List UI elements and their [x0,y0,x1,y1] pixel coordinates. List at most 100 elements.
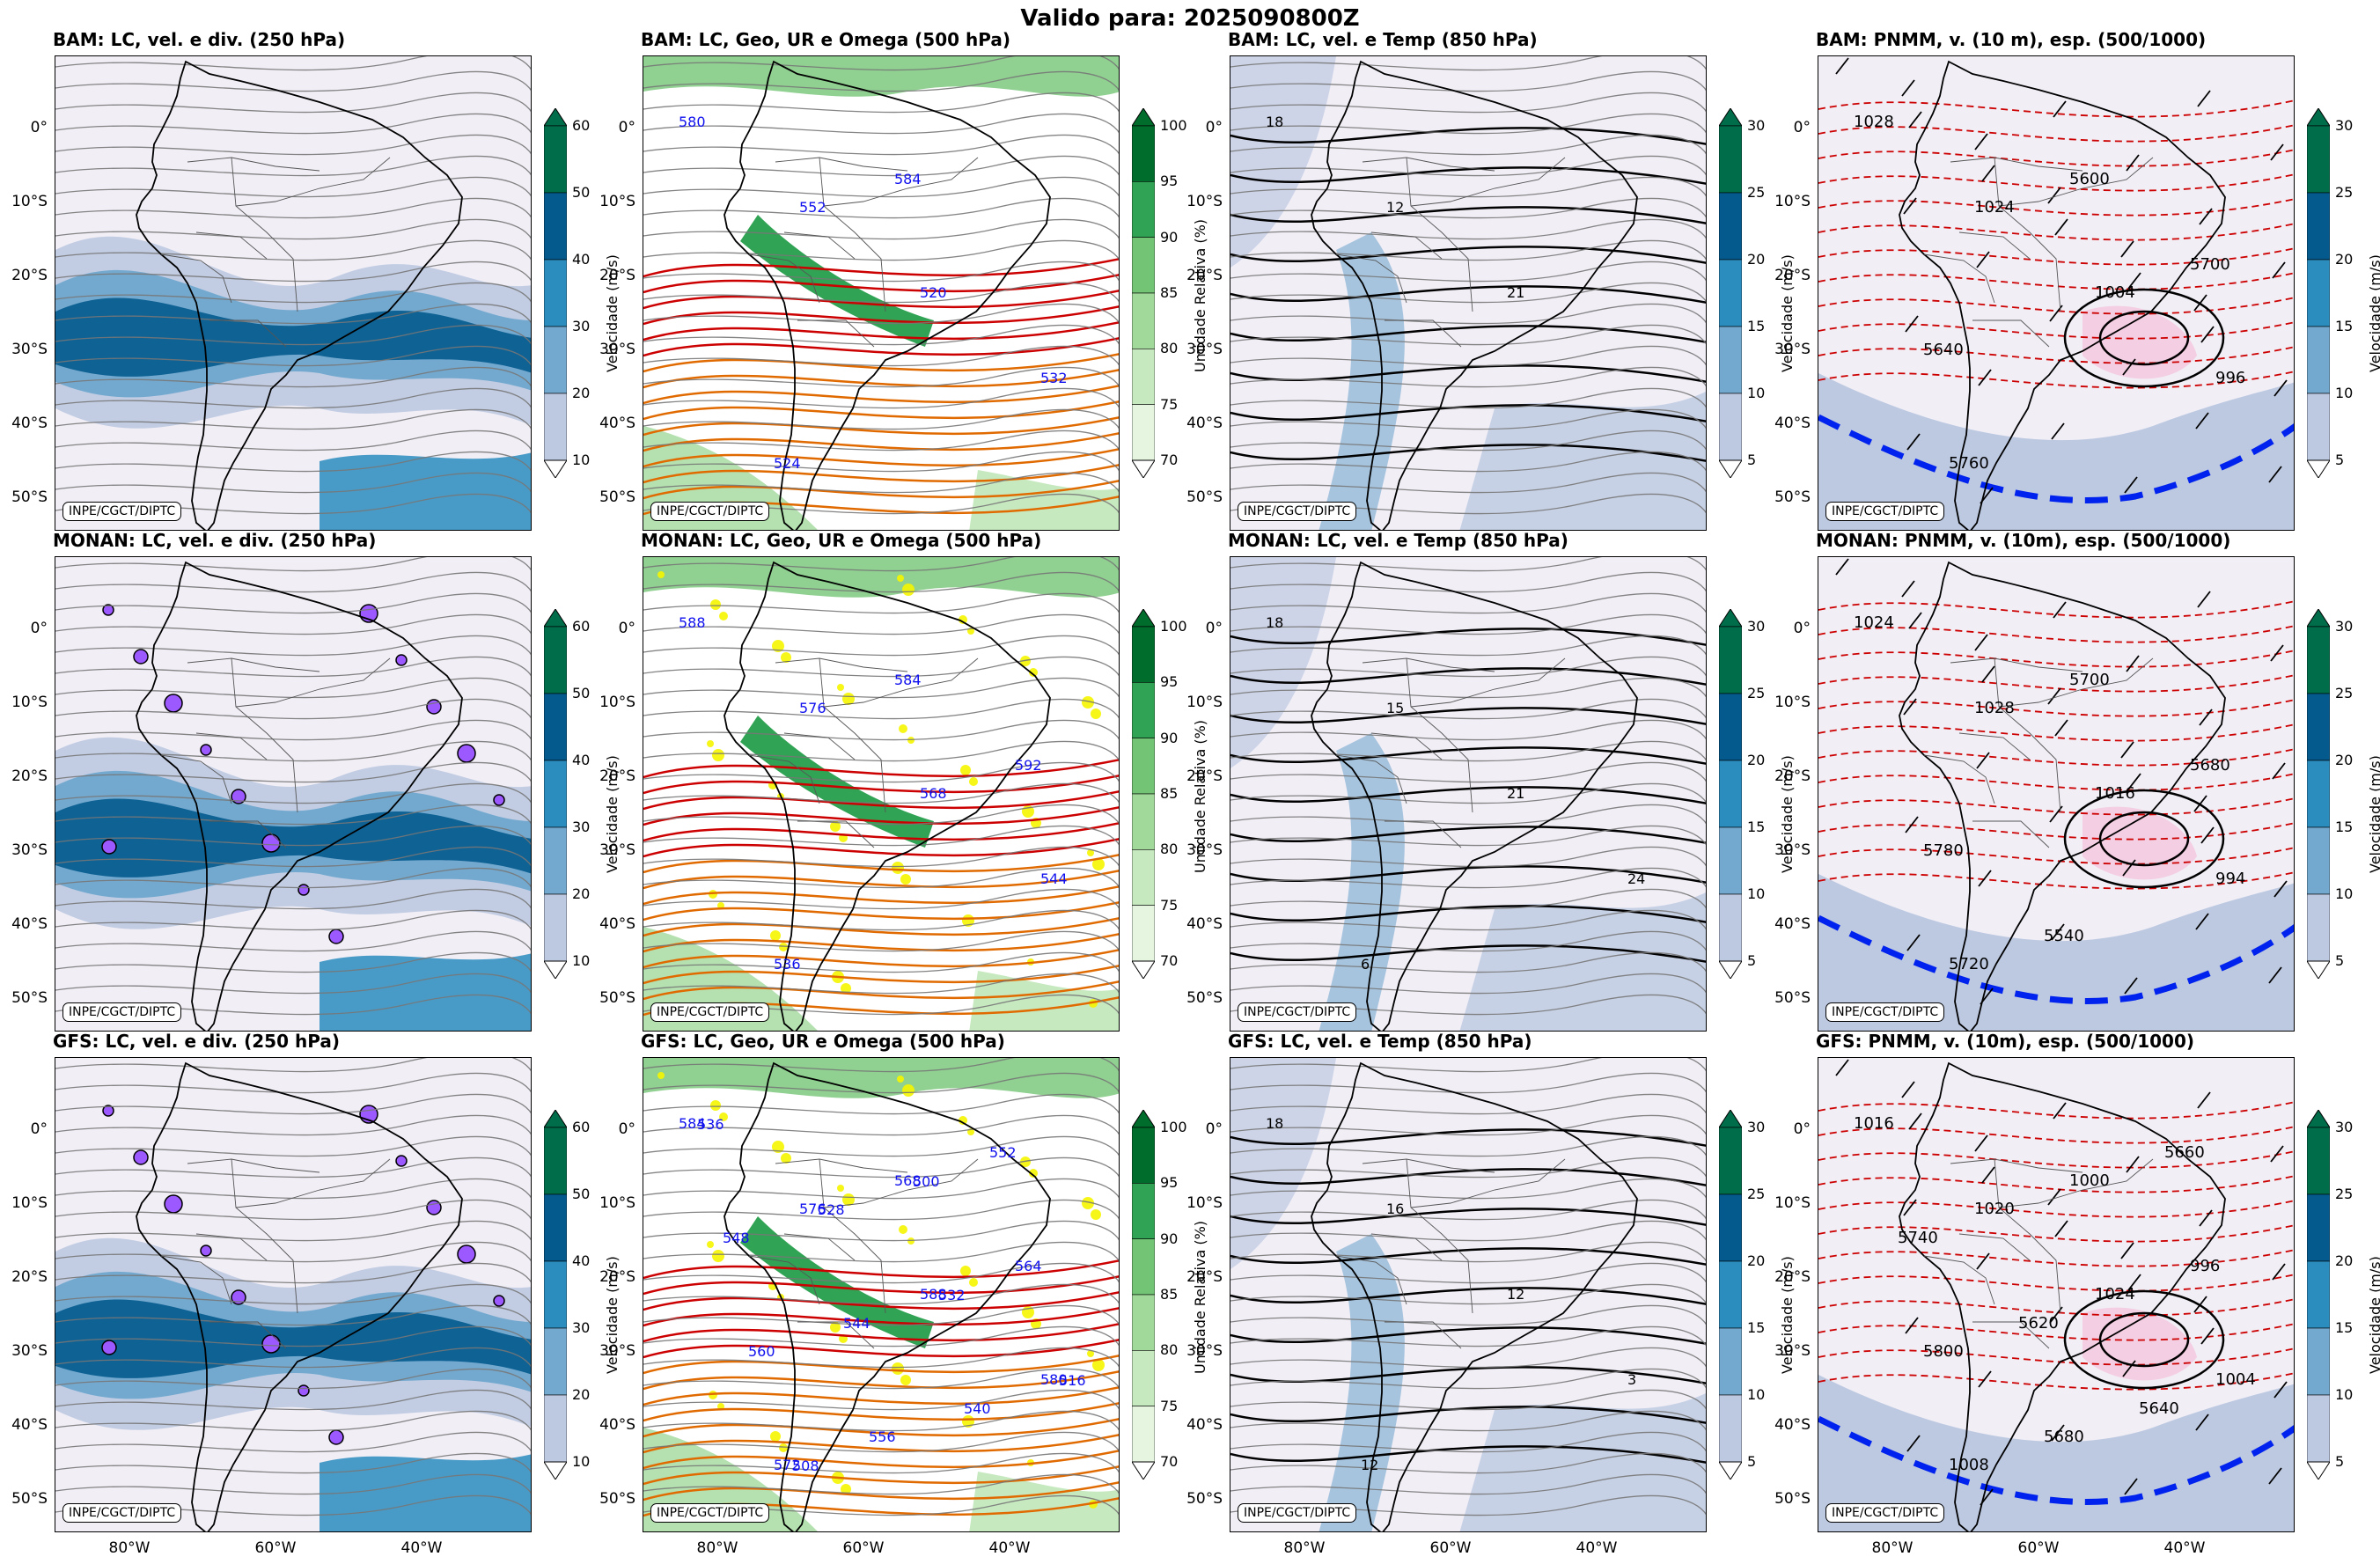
colorbar-tick: 5 [1747,952,1757,969]
colorbar-tick: 50 [572,685,591,701]
contour-label: 12 [1386,199,1404,216]
latitude-label: 30°S [1186,1342,1223,1360]
colorbar-rh500 [1132,1110,1155,1480]
latitude-label: 20°S [599,767,635,785]
contour-label: 5740 [1898,1229,1938,1247]
colorbar-tick: 5 [2335,452,2345,468]
contour-label: 5600 [2069,170,2110,188]
latitude-label: 30°S [1186,841,1223,859]
latitude-label: 10°S [1186,1194,1223,1212]
panel-title: MONAN: LC, vel. e div. (250 hPa) [53,530,377,551]
contour-label: 592 [1015,757,1042,774]
map-canvas: 18 12 21 [1230,56,1706,530]
latitude-label: 10°S [11,694,48,711]
latitude-label: 40°S [599,415,635,432]
colorbar-tick: 30 [1747,117,1766,134]
latitude-label: 40°S [11,915,48,933]
colorbar-tick: 85 [1160,1286,1179,1303]
colorbar-tick: 20 [572,1386,591,1403]
contour-label: 5780 [1923,841,1964,860]
colorbar-tick: 10 [572,1453,591,1470]
contour-label: 500 [913,1173,940,1190]
latitude-label: 0° [618,119,635,136]
longitude-label: 40°W [2163,1539,2206,1557]
panel-title: BAM: LC, Geo, UR e Omega (500 hPa) [641,29,1011,50]
colorbar-tick: 85 [1160,284,1179,301]
colorbar-tick: 25 [1747,184,1766,201]
contour-label: 584 [894,672,922,688]
contour-label: 18 [1266,614,1283,631]
latitude-label: 50°S [599,1490,635,1508]
contour-label: 12 [1361,1457,1378,1473]
map-gfs-speed: INPE/CGCT/DIPTC [55,1057,532,1532]
latitude-label: 30°S [599,841,635,859]
colorbar-swatches [544,1110,567,1480]
latitude-label: 30°S [1774,1342,1811,1360]
latitude-label: 50°S [11,488,48,506]
colorbar-swatches [1719,108,1742,478]
colorbar-tick: 70 [1160,1453,1179,1470]
latitude-label: 40°S [1774,1416,1811,1434]
colorbar-tick: 95 [1160,173,1179,190]
contour-label: 584 [894,171,922,187]
colorbar-tick: 25 [1747,1186,1766,1202]
latitude-label: 50°S [1774,989,1811,1007]
credit-label: INPE/CGCT/DIPTC [1825,1002,1945,1022]
colorbar-tick: 95 [1160,673,1179,691]
credit-label: INPE/CGCT/DIPTC [1825,502,1945,521]
map-monan-temp: 18 15 21 24 6 INPE/CGCT/DIPTC [1230,556,1707,1032]
latitude-label: 10°S [599,193,635,210]
latitude-label: 10°S [599,694,635,711]
colorbar-tick: 5 [2335,952,2345,969]
latitude-label: 10°S [1774,1194,1811,1212]
latitude-label: 0° [1793,620,1811,637]
latitude-label: 0° [30,119,48,136]
contour-label: 15 [1386,700,1404,716]
latitude-label: 20°S [11,767,48,785]
latitude-label: 30°S [11,341,48,358]
latitude-label: 10°S [1186,193,1223,210]
colorbar-tick: 50 [572,184,591,201]
contour-label: 520 [920,284,947,301]
latitude-label: 10°S [1774,193,1811,210]
colorbar-tick: 40 [572,1252,591,1269]
colorbar-tick: 10 [1747,885,1766,902]
latitude-label: 10°S [11,193,48,210]
latitude-label: 30°S [599,1342,635,1360]
contour-label: 508 [792,1458,819,1474]
contour-label: 5680 [2190,756,2230,775]
longitude-label: 60°W [2017,1539,2060,1557]
contour-label: 5700 [2069,671,2110,689]
colorbar-tick: 15 [1747,318,1766,334]
colorbar-tick: 100 [1160,1119,1187,1135]
contour-label: 6 [1361,956,1370,973]
contour-label: 5540 [2044,927,2084,945]
contour-label: 5700 [2190,255,2230,274]
latitude-label: 40°S [1186,915,1223,933]
contour-label: 3 [1627,1371,1636,1388]
contour-label: 12 [1507,1286,1524,1303]
colorbar-tick: 15 [1747,819,1766,835]
contour-label: 552 [989,1144,1017,1161]
colorbar-tick: 20 [572,885,591,902]
contour-label: 1000 [2069,1171,2110,1190]
colorbar-tick: 15 [2335,819,2354,835]
contour-label: 532 [1040,370,1068,386]
colorbar-tick: 75 [1160,395,1179,413]
colorbar-tick: 15 [2335,1319,2354,1336]
colorbar-tick: 75 [1160,1397,1179,1414]
colorbar-tick: 20 [1747,251,1766,268]
map-canvas [55,557,531,1031]
latitude-label: 20°S [11,1268,48,1286]
colorbar-label: Velocidade (m/s) [2367,755,2380,873]
latitude-label: 40°S [599,1416,635,1434]
credit-label: INPE/CGCT/DIPTC [1238,1503,1357,1523]
map-bam-pnmm: 1028 1024 1004 996 5760 5600 5700 5640 INPE/CGCT… [1818,55,2295,531]
colorbar-speed10m [2307,108,2330,478]
contour-label: 1004 [2215,1370,2256,1389]
credit-label: INPE/CGCT/DIPTC [650,502,770,521]
contour-label: 568 [894,1172,922,1189]
colorbar-tick: 10 [572,452,591,468]
colorbar-label: Velocidade (m/s) [2367,1256,2380,1374]
latitude-label: 20°S [599,267,635,284]
